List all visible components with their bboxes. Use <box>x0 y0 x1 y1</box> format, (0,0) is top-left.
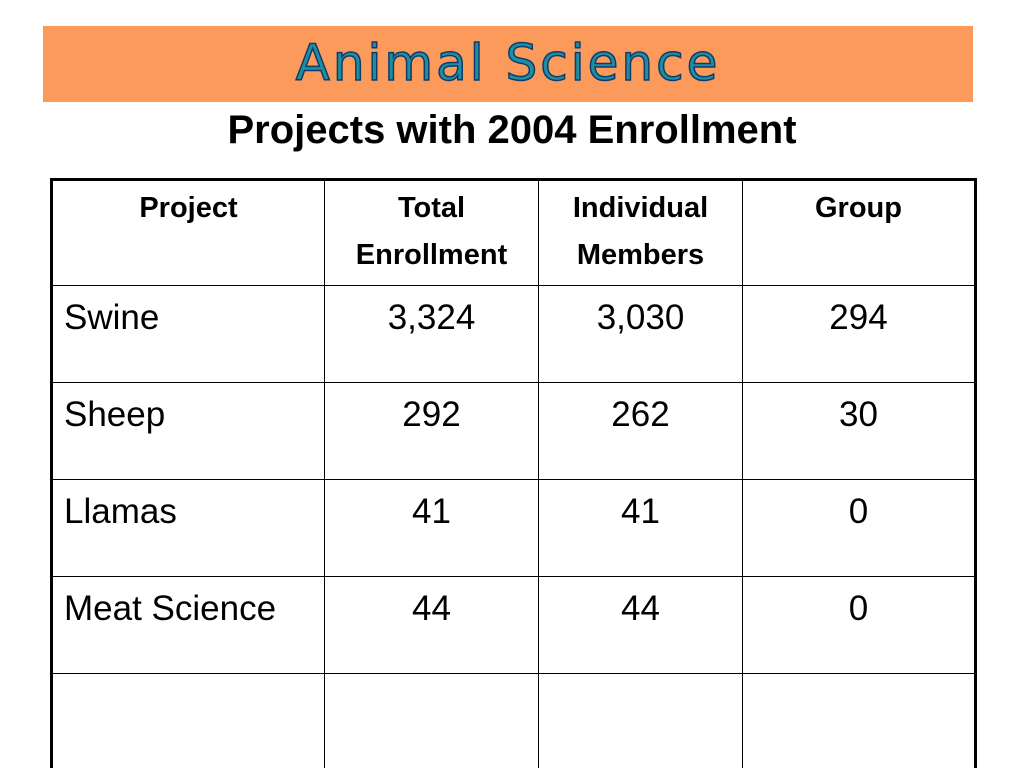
table-row: Swine 3,324 3,030 294 <box>51 285 976 383</box>
cell-group: 30 <box>742 382 976 480</box>
cell-group: 294 <box>742 285 976 383</box>
header-group: Group <box>742 179 976 286</box>
cell-individual <box>538 673 743 768</box>
cell-group: 0 <box>742 479 976 577</box>
cell-individual: 44 <box>538 576 743 674</box>
header-project-line1: Project <box>139 192 238 224</box>
table-header-row: Project Total Enrollment Individual Memb… <box>51 179 976 286</box>
cell-group: 0 <box>742 576 976 674</box>
enrollment-table: Project Total Enrollment Individual Memb… <box>50 178 977 768</box>
table-row-empty <box>51 673 976 768</box>
cell-total: 3,324 <box>324 285 539 383</box>
banner-title: Animal Science <box>295 33 721 93</box>
cell-total: 41 <box>324 479 539 577</box>
cell-project: Swine <box>51 285 325 383</box>
cell-total: 292 <box>324 382 539 480</box>
cell-project <box>51 673 325 768</box>
cell-project: Llamas <box>51 479 325 577</box>
table-row: Sheep 292 262 30 <box>51 382 976 480</box>
header-total-line1: Total <box>397 192 466 224</box>
header-individual-members: Individual Members <box>538 179 743 286</box>
header-total-line2: Enrollment <box>355 239 508 271</box>
table-row: Meat Science 44 44 0 <box>51 576 976 674</box>
cell-total: 44 <box>324 576 539 674</box>
page-subtitle: Projects with 2004 Enrollment <box>227 108 797 152</box>
cell-total <box>324 673 539 768</box>
cell-individual: 3,030 <box>538 285 743 383</box>
header-total-enrollment: Total Enrollment <box>324 179 539 286</box>
table-row: Llamas 41 41 0 <box>51 479 976 577</box>
header-group-line1: Group <box>815 192 902 224</box>
title-banner: Animal Science <box>43 26 973 102</box>
cell-individual: 41 <box>538 479 743 577</box>
cell-project: Meat Science <box>51 576 325 674</box>
header-individual-line1: Individual <box>572 192 709 224</box>
header-project: Project <box>51 179 325 286</box>
cell-project: Sheep <box>51 382 325 480</box>
cell-individual: 262 <box>538 382 743 480</box>
header-individual-line2: Members <box>576 239 705 271</box>
cell-group <box>742 673 976 768</box>
